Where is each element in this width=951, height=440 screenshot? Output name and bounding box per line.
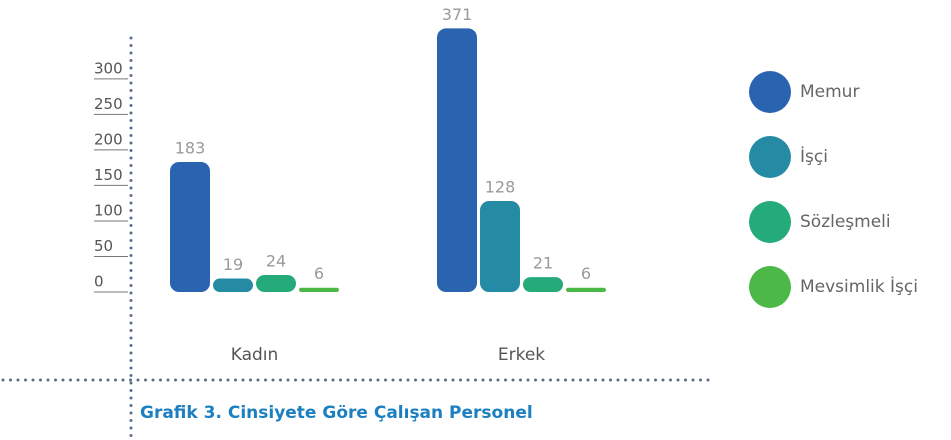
y-tick-label: 0: [94, 273, 104, 291]
bar: [523, 277, 563, 292]
legend-swatch: [749, 136, 791, 178]
bar: [170, 161, 210, 292]
y-tick-label: 300: [94, 59, 123, 77]
value-label: 19: [223, 255, 243, 274]
x-tick-label: Kadın: [231, 345, 279, 365]
value-label: 21: [533, 254, 553, 273]
bar: [299, 287, 339, 292]
bar: [213, 278, 253, 292]
y-tick-label: 150: [94, 166, 123, 184]
value-label: 183: [175, 138, 206, 157]
chart-title: Grafik 3. Cinsiyete Göre Çalışan Persone…: [140, 403, 533, 423]
value-label: 6: [314, 264, 324, 283]
x-tick-label: Erkek: [498, 345, 545, 365]
legend-swatch: [749, 71, 791, 113]
legend-swatch: [749, 201, 791, 243]
legend-label: Mevsimlik İşçi: [800, 276, 918, 297]
value-label: 24: [266, 251, 286, 270]
bar: [566, 287, 606, 292]
legend-label: Memur: [800, 82, 859, 102]
value-label: 371: [442, 5, 473, 24]
bar: [437, 28, 477, 292]
y-tick-label: 100: [94, 201, 123, 219]
value-label: 6: [581, 264, 591, 283]
legend-swatch: [749, 266, 791, 308]
bar: [480, 201, 520, 292]
bar: [256, 274, 296, 292]
y-tick-label: 250: [94, 95, 123, 113]
y-tick-label: 50: [94, 237, 113, 255]
y-tick-label: 200: [94, 130, 123, 148]
value-label: 128: [485, 178, 516, 197]
legend-label: Sözleşmeli: [800, 212, 891, 232]
legend-label: İşçi: [800, 146, 828, 167]
